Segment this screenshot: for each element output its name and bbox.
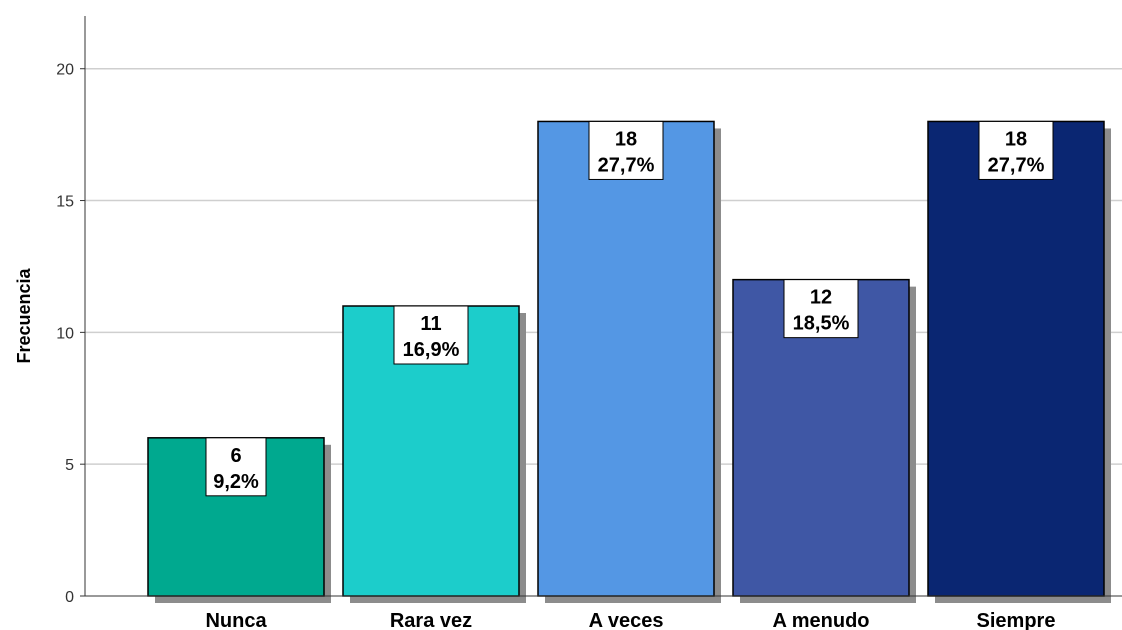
x-category-label: Nunca <box>205 610 267 630</box>
data-label-box <box>783 279 859 339</box>
y-tick-label: 5 <box>65 457 74 474</box>
x-category-label: Rara vez <box>390 610 472 630</box>
data-label-percent: 27,7% <box>988 154 1045 176</box>
bars: 6 9,2% 11 16,9% 18 27,7% 12 18,5% 18 27,7% <box>147 120 1111 604</box>
bar-siempre <box>927 120 1105 597</box>
data-label-count: 11 <box>420 313 441 335</box>
data-label-box <box>393 305 469 365</box>
x-category-label: Siempre <box>977 610 1056 630</box>
y-tick-label: 15 <box>56 194 74 211</box>
data-label-percent: 16,9% <box>403 339 460 361</box>
y-tick-label: 10 <box>56 325 74 342</box>
bar-a-veces <box>537 120 715 597</box>
data-label-box <box>978 120 1054 180</box>
data-label-box <box>588 120 664 180</box>
y-axis-ticks: 0 5 10 15 20 <box>56 62 85 606</box>
y-tick-label: 0 <box>65 589 74 606</box>
data-label-count: 18 <box>1005 128 1027 150</box>
y-axis-title: Frecuencia <box>14 267 34 363</box>
y-tick-label: 20 <box>56 62 74 79</box>
data-label-count: 6 <box>230 445 241 467</box>
x-category-label: A veces <box>589 610 664 630</box>
data-label-percent: 27,7% <box>598 154 655 176</box>
x-axis-labels: Nunca Rara vez A veces A menudo Siempre <box>205 610 1055 630</box>
data-label-percent: 9,2% <box>213 471 259 493</box>
data-label-count: 18 <box>615 128 637 150</box>
data-label-count: 12 <box>810 287 832 309</box>
data-label-box <box>205 437 267 497</box>
x-category-label: A menudo <box>772 610 869 630</box>
data-label-percent: 18,5% <box>793 313 850 335</box>
